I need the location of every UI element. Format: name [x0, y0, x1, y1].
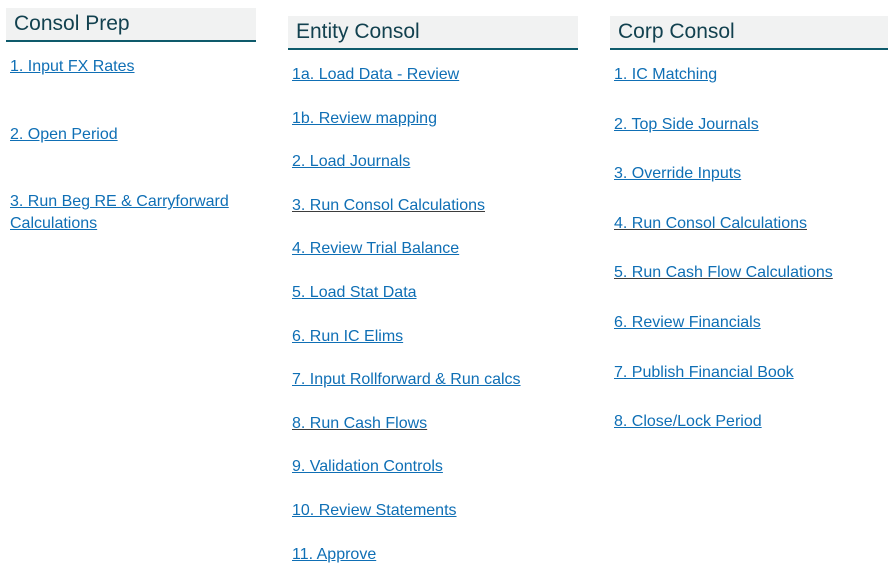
- link-publish-financial-book[interactable]: 7. Publish Financial Book: [610, 362, 888, 384]
- link-load-stat-data[interactable]: 5. Load Stat Data: [288, 282, 578, 304]
- link-close-lock-period[interactable]: 8. Close/Lock Period: [610, 411, 888, 433]
- link-override-inputs[interactable]: 3. Override Inputs: [610, 163, 888, 185]
- column-consol-prep: Consol Prep 1. Input FX Rates 2. Open Pe…: [6, 8, 256, 280]
- link-run-cash-flows[interactable]: 8. Run Cash Flows: [288, 413, 578, 435]
- link-input-fx-rates[interactable]: 1. Input FX Rates: [6, 56, 256, 78]
- link-list: 1. IC Matching 2. Top Side Journals 3. O…: [610, 64, 888, 461]
- link-ic-matching[interactable]: 1. IC Matching: [610, 64, 888, 86]
- link-list: 1. Input FX Rates 2. Open Period 3. Run …: [6, 56, 256, 280]
- column-entity-consol: Entity Consol 1a. Load Data - Review 1b.…: [288, 16, 578, 587]
- link-top-side-journals[interactable]: 2. Top Side Journals: [610, 114, 888, 136]
- link-load-journals[interactable]: 2. Load Journals: [288, 151, 578, 173]
- columns-container: Consol Prep 1. Input FX Rates 2. Open Pe…: [6, 8, 882, 587]
- link-run-cash-flow-calculations[interactable]: 5. Run Cash Flow Calculations: [610, 262, 888, 284]
- link-review-statements[interactable]: 10. Review Statements: [288, 500, 578, 522]
- link-load-data-review[interactable]: 1a. Load Data - Review: [288, 64, 578, 86]
- column-corp-consol: Corp Consol 1. IC Matching 2. Top Side J…: [610, 16, 888, 461]
- link-run-consol-calculations[interactable]: 3. Run Consol Calculations: [288, 195, 578, 217]
- column-header: Entity Consol: [288, 16, 578, 50]
- link-review-financials[interactable]: 6. Review Financials: [610, 312, 888, 334]
- link-run-consol-calculations[interactable]: 4. Run Consol Calculations: [610, 213, 888, 235]
- column-header: Consol Prep: [6, 8, 256, 42]
- link-validation-controls[interactable]: 9. Validation Controls: [288, 456, 578, 478]
- link-input-rollforward-run-calcs[interactable]: 7. Input Rollforward & Run calcs: [288, 369, 578, 391]
- link-run-beg-re-carryforward[interactable]: 3. Run Beg RE & Carryforward Calculation…: [6, 191, 256, 234]
- link-approve[interactable]: 11. Approve: [288, 544, 578, 566]
- link-run-ic-elims[interactable]: 6. Run IC Elims: [288, 326, 578, 348]
- column-header: Corp Consol: [610, 16, 888, 50]
- link-list: 1a. Load Data - Review 1b. Review mappin…: [288, 64, 578, 587]
- link-review-trial-balance[interactable]: 4. Review Trial Balance: [288, 238, 578, 260]
- link-review-mapping[interactable]: 1b. Review mapping: [288, 108, 578, 130]
- link-open-period[interactable]: 2. Open Period: [6, 124, 256, 146]
